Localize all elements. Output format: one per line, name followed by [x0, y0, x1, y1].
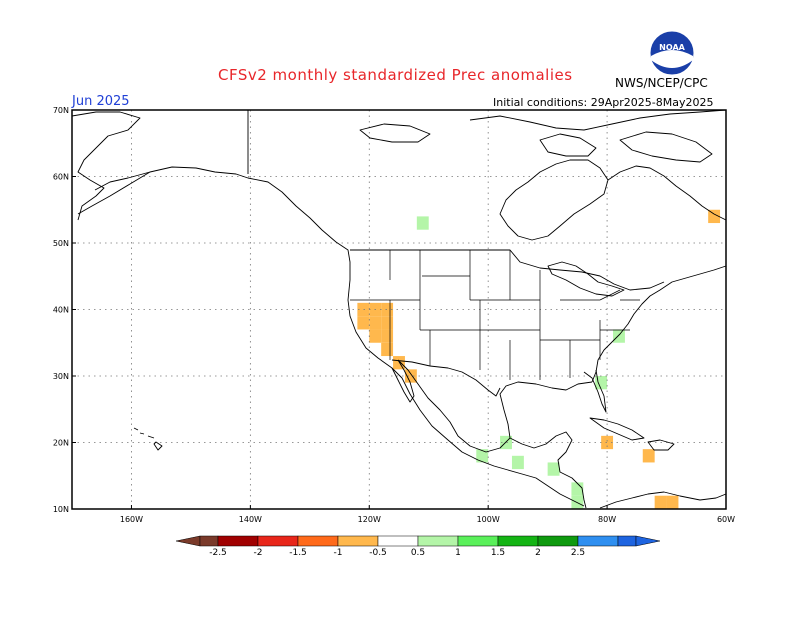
noaa-logo: NOAA	[649, 30, 695, 76]
lat-tick-label: 70N	[53, 106, 69, 115]
page-title: CFSv2 monthly standardized Prec anomalie…	[218, 66, 573, 84]
colorbar-label: -1.5	[289, 548, 307, 558]
lat-tick-label: 60N	[53, 173, 69, 182]
graticule	[72, 110, 726, 509]
great-lakes	[547, 261, 625, 297]
arctic-islands	[469, 109, 727, 131]
colorbar-arrow-low	[175, 535, 201, 547]
colorbar-segment	[217, 535, 259, 547]
florida	[583, 369, 607, 413]
colorbar-label: 1.5	[491, 548, 505, 558]
south-america	[599, 491, 727, 509]
anomaly-cell	[595, 376, 608, 390]
west-coast	[94, 166, 585, 507]
alaska-coast	[71, 111, 141, 221]
anomaly-cell	[357, 316, 370, 330]
lon-tick-label: 100W	[477, 515, 500, 524]
anomaly-cell	[381, 342, 394, 357]
anomaly-cell	[571, 482, 584, 496]
lon-tick-label: 120W	[358, 515, 381, 524]
colorbar-segment	[537, 535, 579, 547]
lat-tick-label: 40N	[53, 306, 69, 315]
cuba	[589, 417, 645, 441]
anomaly-cell	[511, 455, 524, 470]
anomaly-cell	[381, 302, 394, 317]
anomaly-cell	[369, 329, 382, 343]
colorbar-segment	[617, 535, 637, 547]
colorbar-label: -2	[254, 548, 263, 558]
anomaly-cell	[404, 369, 417, 383]
logo-text: NOAA	[659, 43, 685, 52]
baja	[391, 359, 415, 403]
anomaly-cell	[613, 329, 625, 343]
anomaly-cell	[369, 316, 382, 330]
initial-conditions: Initial conditions: 29Apr2025-8May2025	[493, 96, 714, 109]
anomaly-cell	[381, 329, 394, 343]
colorbar-label: -0.5	[369, 548, 387, 558]
colorbar-label: 2.5	[571, 548, 585, 558]
anomaly-cell	[547, 462, 560, 476]
anomaly-cell	[416, 216, 429, 230]
canada-us-border	[350, 249, 665, 291]
org-label: NWS/NCEP/CPC	[615, 76, 708, 90]
hispaniola	[647, 439, 675, 451]
anomaly-cell	[393, 356, 405, 370]
coastlines-and-borders	[71, 109, 727, 509]
anomaly-cell	[708, 209, 721, 224]
yucatan	[509, 431, 587, 509]
arctic-island-1	[539, 133, 597, 157]
anomaly-cell	[357, 302, 370, 317]
labrador	[607, 165, 727, 221]
lat-tick-label: 50N	[53, 239, 69, 248]
mexico-mainland	[397, 359, 593, 453]
colorbar-label: -2.5	[209, 548, 227, 558]
anomaly-cell	[601, 435, 614, 450]
arctic-island-3	[359, 123, 431, 143]
colorbar-label: -1	[334, 548, 343, 558]
colorbar-segment	[577, 535, 619, 547]
axis-labels: 70N 60N 50N 40N 30N 20N 10N 160W 140W 120W 100W 80W…	[53, 106, 735, 524]
anomaly-cell	[476, 449, 489, 463]
colorbar: -2.5 -2 -1.5 -1 -0.5 0.5 1 1.5 2 2.5	[175, 535, 661, 558]
anomaly-cell	[654, 495, 667, 509]
anomaly-cell	[642, 449, 655, 463]
forecast-month: Jun 2025	[72, 94, 130, 109]
lat-tick-label: 30N	[53, 372, 69, 381]
colorbar-segment	[417, 535, 459, 547]
colorbar-label: 1	[455, 548, 461, 558]
anomaly-cell	[381, 316, 394, 330]
colorbar-label: 0.5	[411, 548, 425, 558]
colorbar-segment	[457, 535, 499, 547]
lat-tick-label: 20N	[53, 439, 69, 448]
lon-tick-label: 60W	[717, 515, 735, 524]
hawaii	[133, 427, 163, 451]
colorbar-neutral	[377, 535, 419, 547]
arctic-island-2	[619, 131, 713, 163]
lat-tick-label: 10N	[53, 505, 69, 514]
alaska-peninsula	[77, 171, 151, 215]
mexico-us-border	[391, 359, 501, 397]
anomaly-layer	[357, 209, 721, 509]
colorbar-label: 2	[535, 548, 541, 558]
east-coast	[591, 265, 727, 383]
lon-tick-label: 140W	[239, 515, 262, 524]
colorbar-segment	[497, 535, 539, 547]
colorbar-segment	[257, 535, 299, 547]
anomaly-cell	[666, 495, 679, 509]
lon-tick-label: 160W	[120, 515, 143, 524]
hudson-bay	[499, 159, 609, 241]
colorbar-segment	[297, 535, 339, 547]
colorbar-segment	[337, 535, 379, 547]
lon-tick-label: 80W	[598, 515, 616, 524]
state-borders	[350, 250, 640, 380]
colorbar-segment	[199, 535, 219, 547]
colorbar-arrow-high	[635, 535, 661, 547]
